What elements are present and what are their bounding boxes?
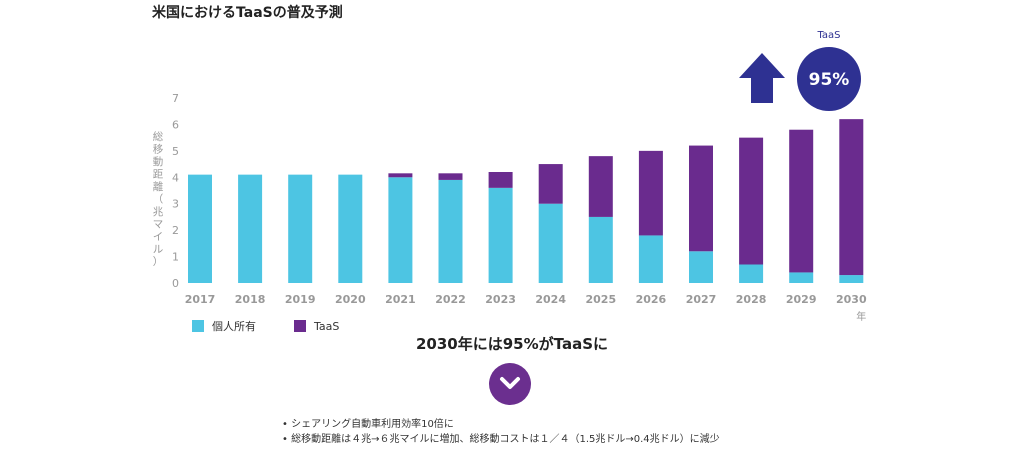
legend-label-personal: 個人所有 [212, 320, 256, 333]
y-axis-label-char: イ [153, 231, 164, 243]
x-tick-label: 2023 [485, 293, 516, 306]
y-axis-label-char: ル [153, 244, 164, 256]
bar-personal-2018 [238, 174, 263, 283]
chart: 0 1 2 3 4 5 6 7 総移動距離（兆マイル） 2017 2018 2019 2020 202… [153, 30, 867, 323]
x-axis: 2017 2018 2019 2020 2021 2022 2023 2024 2025 2026… [185, 293, 867, 323]
x-tick-label: 2018 [235, 293, 266, 306]
bar-personal-2024 [538, 203, 563, 283]
y-tick-label: 3 [172, 198, 179, 211]
legend-item-taas: TaaS [294, 318, 339, 334]
x-tick-label: 2022 [435, 293, 466, 306]
annotation-value: 95% [809, 70, 850, 90]
y-tick-label: 5 [172, 145, 179, 158]
bar-taas-2030 [839, 119, 864, 276]
chevron-down-icon [489, 363, 531, 405]
x-axis-unit: 年 [856, 310, 866, 323]
bar-taas-2021 [388, 173, 413, 178]
y-axis-label-char: 移 [153, 143, 164, 156]
y-axis-label-char: 兆 [153, 206, 164, 218]
arrow-up-icon [739, 53, 785, 103]
y-tick-label: 7 [172, 92, 179, 105]
bar-taas-2023 [488, 172, 513, 188]
y-axis-label-group: 総移動距離（兆マイル） [153, 130, 164, 268]
y-axis-label-char: 動 [153, 155, 164, 168]
y-axis-label-char: マ [153, 219, 164, 231]
bar-personal-2017 [188, 174, 212, 283]
bar-personal-2023 [488, 187, 513, 283]
bullet-item: シェアリング自動車利用効率10倍に [282, 417, 720, 432]
x-tick-label: 2026 [636, 293, 667, 306]
x-tick-label: 2030 [836, 293, 867, 306]
legend-swatch-taas [294, 320, 306, 332]
bar-personal-2019 [288, 174, 313, 283]
x-tick-label: 2021 [385, 293, 416, 306]
annotation-circle [797, 47, 861, 111]
bar-personal-2022 [438, 179, 463, 283]
bar-personal-2028 [739, 264, 764, 283]
x-tick-label: 2025 [585, 293, 616, 306]
y-tick-label: 1 [172, 251, 179, 264]
annotation: TaaS 95% [739, 30, 861, 111]
bullet-list: シェアリング自動車利用効率10倍に 総移動距離は４兆→６兆マイルに増加、総移動コ… [282, 417, 720, 447]
bar-personal-2029 [789, 272, 814, 283]
y-tick-label: 6 [172, 118, 179, 131]
legend-swatch-personal [192, 320, 204, 332]
bar-taas-2028 [739, 137, 764, 265]
bar-taas-2025 [588, 156, 613, 217]
y-axis-label-char: 離 [153, 180, 164, 193]
x-tick-label: 2024 [535, 293, 566, 306]
bar-taas-2022 [438, 173, 463, 180]
legend-item-personal: 個人所有 [192, 318, 256, 334]
bar-taas-2024 [538, 164, 563, 204]
chart-title: 米国におけるTaaSの普及予測 [152, 5, 343, 21]
legend: 個人所有 TaaS [192, 318, 339, 334]
y-axis-label-char: 総 [153, 130, 164, 143]
headline: 2030年には95%がTaaSに [416, 335, 608, 353]
bar-personal-2021 [388, 177, 413, 283]
legend-label-taas: TaaS [314, 319, 340, 333]
y-axis-label-char: ） [153, 256, 164, 268]
x-tick-label: 2020 [335, 293, 366, 306]
y-axis-label-char: 距 [153, 169, 164, 181]
bar-taas-2029 [789, 129, 814, 273]
x-tick-label: 2029 [786, 293, 817, 306]
x-tick-label: 2017 [185, 293, 216, 306]
y-tick-label: 4 [172, 171, 179, 184]
bar-personal-2030 [839, 275, 864, 283]
y-axis: 0 1 2 3 4 5 6 7 [172, 92, 179, 290]
y-tick-label: 2 [172, 224, 179, 237]
bar-personal-2026 [638, 235, 663, 283]
bar-taas-2027 [689, 145, 713, 252]
bars [188, 119, 864, 283]
x-tick-label: 2019 [285, 293, 316, 306]
x-tick-label: 2027 [686, 293, 717, 306]
bullet-item: 総移動距離は４兆→６兆マイルに増加、総移動コストは１／４（1.5兆ドル→0.4兆… [282, 432, 720, 447]
bar-taas-2026 [638, 150, 663, 236]
y-axis-label-char: （ [153, 194, 164, 206]
bar-personal-2020 [338, 174, 363, 283]
bar-personal-2027 [689, 251, 713, 283]
bar-personal-2025 [588, 216, 613, 283]
annotation-label: TaaS [816, 30, 840, 41]
x-tick-label: 2028 [736, 293, 767, 306]
y-tick-label: 0 [172, 277, 179, 290]
